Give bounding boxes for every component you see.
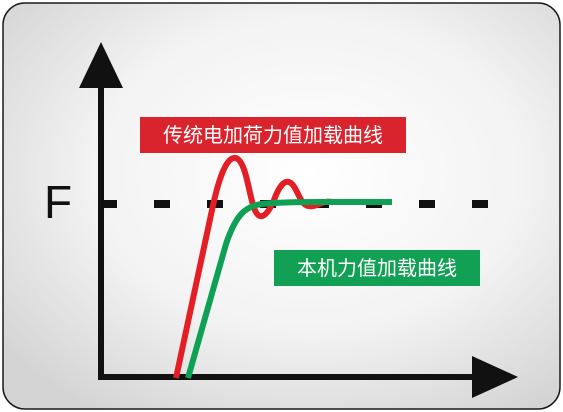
x-axis-arrowhead bbox=[472, 356, 518, 398]
this-machine-loading-curve bbox=[185, 199, 392, 379]
traditional-curve-label: 传统电加荷力值加载曲线 bbox=[140, 117, 406, 153]
y-axis-label-f: F bbox=[44, 176, 73, 228]
y-axis-arrowhead bbox=[79, 42, 123, 88]
traditional-loading-curve bbox=[173, 154, 392, 379]
this-machine-curve-label: 本机力值加载曲线 bbox=[274, 250, 480, 286]
